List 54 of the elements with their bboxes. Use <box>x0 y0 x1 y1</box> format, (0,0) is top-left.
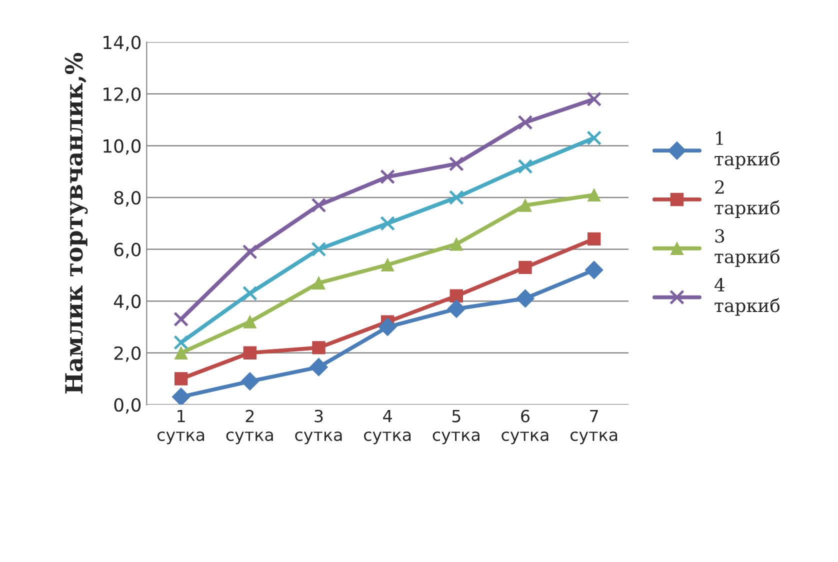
x-tick-label: 1 сутка <box>157 410 204 444</box>
y-tick-label: 14,0 <box>104 36 141 52</box>
point <box>447 300 466 318</box>
y-tick-label: 6,0 <box>114 242 141 258</box>
point <box>378 318 397 336</box>
point <box>587 188 601 202</box>
y-tick-label: 4,0 <box>114 294 141 310</box>
point <box>518 158 533 174</box>
point <box>174 372 188 386</box>
point <box>518 260 532 274</box>
point <box>380 169 396 184</box>
point <box>243 346 257 360</box>
point <box>380 216 396 231</box>
point <box>310 358 328 376</box>
y-tick-label: 0,0 <box>114 398 141 414</box>
point <box>174 335 189 350</box>
point <box>450 289 464 302</box>
y-tick-label: 12,0 <box>104 87 141 103</box>
x-tick-label: 5 сутка <box>432 410 480 444</box>
x-tick-label: 7 сутка <box>570 410 618 444</box>
point <box>243 315 257 328</box>
point <box>584 260 604 280</box>
point <box>172 388 190 405</box>
point <box>448 156 464 172</box>
point <box>174 346 188 360</box>
y-axis-title: Намлик тортувчанлик,% <box>64 52 88 394</box>
point <box>174 312 189 327</box>
legend-label: 4 таркиб <box>714 278 780 316</box>
x-tick-label: 3 сутка <box>295 410 342 444</box>
legend-label: 2 таркиб <box>714 180 780 218</box>
legend-label: 1 таркиб <box>714 131 780 170</box>
point <box>587 232 601 246</box>
point <box>586 92 602 107</box>
point <box>448 190 464 206</box>
point <box>311 242 326 257</box>
y-tick-label: 2,0 <box>114 346 141 362</box>
legend-label: 3 таркиб <box>714 229 780 267</box>
point <box>242 244 258 260</box>
y-tick-label: 8,0 <box>114 190 141 206</box>
x-tick-label: 4 сутка <box>364 410 411 444</box>
point <box>312 276 326 290</box>
point <box>242 286 258 301</box>
x-tick-label: 2 сутка <box>226 410 273 444</box>
point <box>586 130 602 146</box>
y-tick-label: 10,0 <box>104 139 141 155</box>
point <box>380 258 394 272</box>
point <box>240 372 260 391</box>
x-tick-label: 6 сутка <box>502 410 548 444</box>
point <box>518 198 532 212</box>
point <box>312 341 326 354</box>
point <box>518 114 533 130</box>
point <box>516 289 534 308</box>
point <box>450 238 464 251</box>
point <box>311 198 326 213</box>
